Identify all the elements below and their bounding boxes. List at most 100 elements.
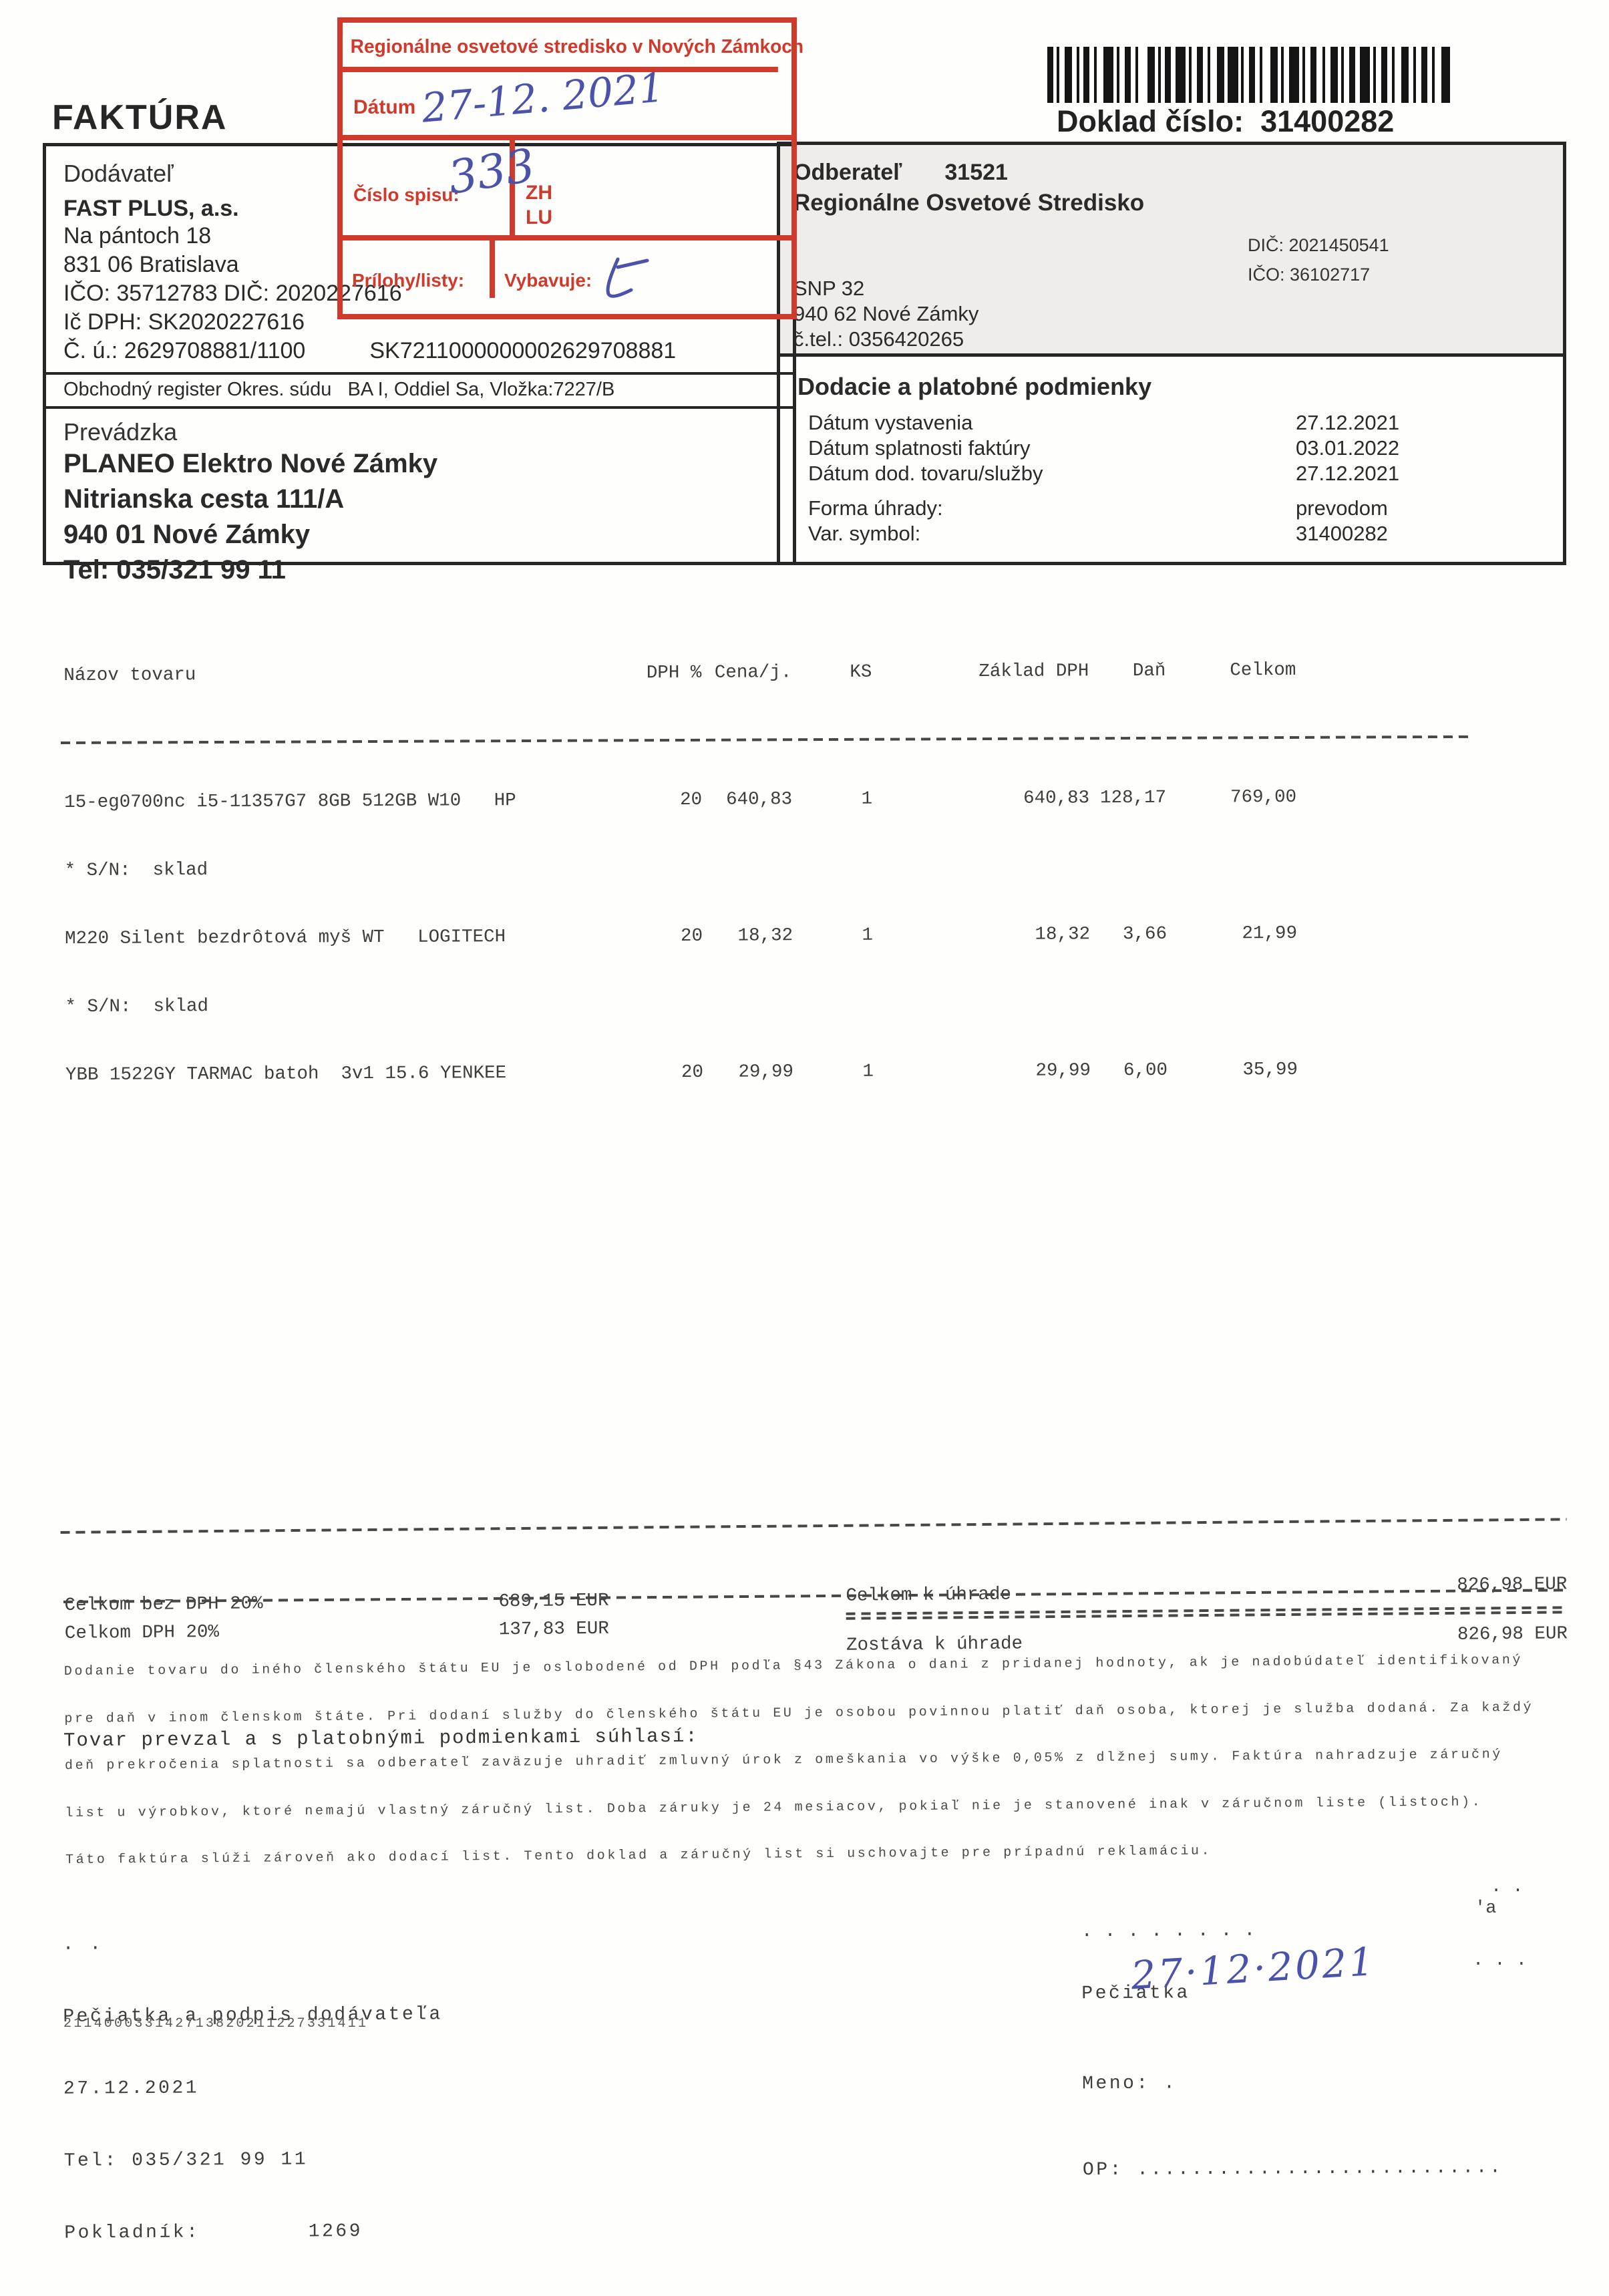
doc-number-label: Doklad číslo:: [1057, 104, 1244, 138]
supplier-section-label: Dodávateľ: [63, 160, 174, 187]
branch-block: Prevádzka PLANEO Elektro Nové Zámky Nitr…: [46, 409, 793, 588]
item-tax: 3,66: [1122, 923, 1168, 945]
item-tax: 128,17: [1100, 787, 1167, 809]
customer-city: 940 62 Nové Zámky: [793, 302, 979, 325]
item-name: M220 Silent bezdrôtová myš WT LOGITECH: [64, 927, 506, 949]
op-dotted-line: OP: ...........................: [1082, 2157, 1503, 2181]
terms-label: Var. symbol:: [808, 522, 921, 545]
item-unit-price: 29,99: [738, 1061, 794, 1083]
item-name: YBB 1522GY TARMAC batoh 3v1 15.6 YENKEE: [65, 1063, 507, 1086]
branch-city: 940 01 Nové Zámky: [63, 520, 311, 549]
item-base: 29,99: [1035, 1060, 1091, 1082]
terms-value: 31400282: [1296, 522, 1388, 545]
stamp-bottom-row: Prílohy/listy: Vybavuje:: [343, 240, 791, 298]
customer-street: SNP 32: [793, 277, 865, 300]
legal-line: Táto faktúra slúži zároveň ako dodací li…: [65, 1843, 1212, 1868]
item-dph: 20: [680, 789, 703, 810]
customer-section-label: Odberateľ: [793, 160, 902, 185]
branch-street: Nitrianska cesta 111/A: [63, 484, 345, 514]
items-header-row: Názov tovaru DPH % Cena/j. KS Základ DPH…: [63, 659, 1573, 692]
doc-number-value: 31400282: [1260, 104, 1395, 138]
col-header-tax: Daň: [1132, 660, 1166, 682]
item-total: 21,99: [1242, 923, 1298, 945]
barcode: [1047, 47, 1450, 103]
footer-transaction-code: 211400033142713820211227331411: [63, 2016, 369, 2031]
item-unit-price: 18,32: [737, 925, 793, 947]
signature-phone: Tel: 035/321 99 11: [63, 2149, 309, 2172]
stamp-date-row: Dátum 27-12. 2021: [343, 64, 791, 140]
stamp-org-name: Regionálne osvetové stredisko v Nových Z…: [343, 23, 803, 72]
branch-name: PLANEO Elektro Nové Zámky: [63, 449, 438, 478]
item-qty: 1: [862, 925, 874, 946]
item-base: 640,83: [1023, 788, 1090, 809]
terms-value: prevodom: [1296, 496, 1388, 520]
edge-fragment-dots: . .: [1491, 1877, 1524, 1897]
stamp-file-label: Číslo spisu:: [353, 184, 460, 205]
item-total: 769,00: [1230, 786, 1297, 808]
item-serial-note: * S/N: sklad: [64, 860, 208, 881]
col-header-base: Základ DPH: [978, 661, 1089, 683]
supplier-box: Dodávateľ FAST PLUS, a.s. Na pántoch 18 …: [43, 143, 796, 585]
legal-line: list u výrobkov, ktoré nemajú vlastný zá…: [65, 1794, 1483, 1821]
acceptance-line: Tovar prevzal a s platobnými podmienkami…: [63, 1725, 699, 1752]
supplier-name: FAST PLUS, a.s.: [63, 196, 239, 221]
col-header-unit-price: Cena/j.: [714, 662, 792, 683]
customer-ico: IČO: 36102717: [1248, 265, 1371, 285]
terms-label: Dátum splatnosti faktúry: [808, 436, 1031, 460]
col-header-name: Názov tovaru: [63, 665, 196, 686]
item-name: 15-eg0700nc i5-11357G7 8GB 512GB W10 HP: [64, 790, 516, 813]
signature-date: 27.12.2021: [63, 2078, 200, 2100]
terms-value: 27.12.2021: [1296, 462, 1400, 485]
item-unit-price: 640,83: [726, 789, 793, 810]
terms-box: Dodacie a platobné podmienky Dátum vysta…: [777, 357, 1566, 565]
customer-signature-block: ........ Pečiatka Meno: . OP: ..........…: [1081, 1877, 1577, 2243]
doc-number-line: Doklad číslo: 31400282: [1057, 104, 1394, 139]
page-title: FAKTÚRA: [52, 98, 228, 137]
customer-box: Odberateľ 31521 Regionálne Osvetové Stre…: [777, 142, 1566, 357]
branch-section-label: Prevádzka: [63, 418, 178, 446]
customer-phone: č.tel.: 0356420265: [793, 327, 964, 351]
supplier-iban: SK7211000000002629708881: [369, 338, 677, 363]
stamp-initials-1: ZH: [526, 182, 552, 204]
customer-name: Regionálne Osvetové Stredisko: [793, 190, 1145, 216]
item-qty: 1: [862, 1061, 874, 1082]
table-separator: [60, 735, 1470, 745]
totals-separator: [60, 1518, 1567, 1534]
terms-row: Dátum vystavenia 27.12.2021: [780, 410, 1563, 436]
supplier-ico-dic: IČO: 35712783 DIČ: 2020227616: [63, 281, 402, 306]
stamp-date-handwriting: 27-12. 2021: [419, 64, 667, 132]
branch-phone: Tel: 035/321 99 11: [63, 555, 286, 585]
item-row: M220 Silent bezdrôtová myš WT LOGITECH 2…: [65, 922, 1574, 955]
terms-row: Dátum splatnosti faktúry 03.01.2022: [780, 436, 1563, 461]
supplier-signature-block: . . Pečiatka a podpis dodávateľa 27.12.2…: [62, 1882, 444, 2293]
col-header-qty: KS: [850, 661, 872, 683]
stamp-initials-2: LU: [526, 206, 552, 228]
terms-label: Forma úhrady:: [808, 496, 943, 520]
name-label: Meno: .: [1082, 2073, 1178, 2095]
legal-line: pre daň v inom členskom štáte. Pri dodan…: [64, 1699, 1534, 1727]
stamp-handler-label: Vybavuje:: [504, 270, 592, 291]
edge-fragment-dots: . . .: [1473, 1951, 1528, 1971]
terms-label: Dátum vystavenia: [808, 411, 973, 434]
terms-title: Dodacie a platobné podmienky: [797, 373, 1152, 400]
item-row: 15-eg0700nc i5-11357G7 8GB 512GB W10 HP …: [64, 786, 1574, 819]
item-serial-note: * S/N: sklad: [65, 996, 209, 1017]
handler-signature-mark: [606, 257, 649, 298]
terms-value: 27.12.2021: [1296, 411, 1400, 434]
customer-number: 31521: [944, 160, 1008, 185]
stamp-attachments-label: Prílohy/listy:: [352, 270, 465, 291]
terms-value: 03.01.2022: [1296, 436, 1400, 460]
item-total: 35,99: [1242, 1059, 1298, 1081]
supplier-register: Obchodný register Okres. súdu BA I, Oddi…: [46, 372, 793, 409]
item-base: 18,32: [1035, 924, 1091, 945]
customer-dic: DIČ: 2021450541: [1248, 235, 1389, 255]
registry-stamp: Regionálne osvetové stredisko v Nových Z…: [337, 17, 803, 319]
terms-label: Dátum dod. tovaru/služby: [808, 462, 1043, 485]
terms-row: Var. symbol: 31400282: [780, 521, 1563, 546]
stamp-initials-cell: ZH LU: [510, 140, 791, 235]
legal-line: deň prekročenia splatnosti sa odberateľ …: [64, 1747, 1503, 1774]
item-tax: 6,00: [1123, 1059, 1168, 1082]
items-table: Názov tovaru DPH % Cena/j. KS Základ DPH…: [60, 617, 1575, 1133]
col-header-total: Celkom: [1230, 659, 1296, 681]
dotted-fragment: . .: [62, 1934, 104, 1955]
